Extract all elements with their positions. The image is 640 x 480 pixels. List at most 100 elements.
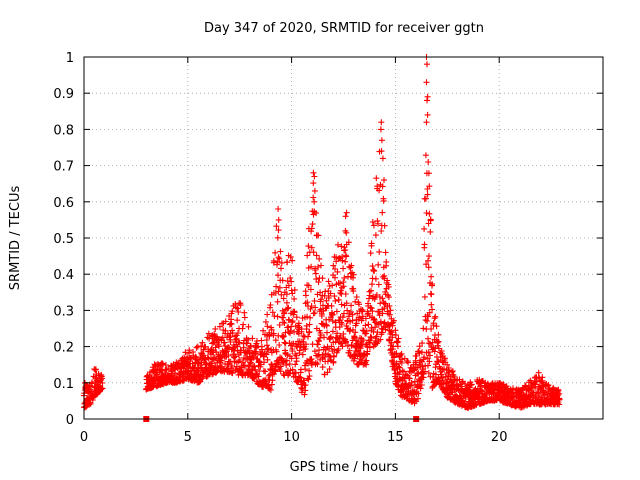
data-point <box>421 244 428 251</box>
data-point <box>293 314 300 321</box>
data-point <box>344 307 351 314</box>
data-point <box>229 362 235 369</box>
data-point <box>284 305 291 312</box>
data-point <box>284 259 291 266</box>
data-point <box>302 382 309 388</box>
data-point <box>385 283 392 290</box>
data-point <box>252 366 259 373</box>
data-point <box>221 339 228 346</box>
data-point <box>348 262 355 269</box>
data-point <box>387 307 394 314</box>
data-point <box>422 317 429 324</box>
data-point <box>268 361 275 368</box>
data-point <box>281 339 288 346</box>
data-point <box>373 333 380 340</box>
data-point <box>214 333 221 340</box>
data-point <box>353 320 360 327</box>
data-point <box>311 310 318 316</box>
data-point <box>393 360 400 367</box>
data-point <box>419 349 425 356</box>
data-point <box>420 325 427 332</box>
data-point <box>275 216 282 223</box>
data-point <box>87 400 94 407</box>
data-point <box>312 267 319 273</box>
data-point <box>318 262 324 269</box>
data-point <box>315 279 322 286</box>
data-point <box>342 291 349 297</box>
data-point <box>330 359 337 366</box>
data-point <box>350 271 357 278</box>
data-point <box>205 330 212 337</box>
data-point <box>389 346 396 352</box>
data-point <box>426 358 433 365</box>
data-point <box>272 249 279 256</box>
data-point <box>317 289 324 296</box>
data-point <box>205 355 212 362</box>
data-point <box>278 265 284 272</box>
data-point <box>321 334 327 341</box>
data-point <box>305 376 312 383</box>
data-point <box>435 338 442 345</box>
data-point <box>285 304 292 311</box>
data-point <box>424 97 430 104</box>
y-tick-label: 0.6 <box>53 196 74 211</box>
data-point <box>356 301 362 308</box>
data-point <box>368 324 375 331</box>
data-point <box>241 314 248 321</box>
data-point <box>216 323 223 330</box>
data-point <box>304 252 311 259</box>
data-point <box>195 365 202 372</box>
data-point <box>208 360 215 367</box>
data-point <box>318 311 325 318</box>
data-point <box>381 319 388 326</box>
data-point <box>428 273 435 280</box>
data-point <box>426 183 433 190</box>
data-point <box>281 320 288 326</box>
data-point <box>415 390 422 397</box>
data-point <box>429 306 435 313</box>
data-point <box>276 342 283 348</box>
data-point <box>239 359 246 366</box>
data-point <box>311 198 318 205</box>
data-point <box>255 373 262 380</box>
data-point <box>371 316 378 323</box>
data-point <box>535 369 542 376</box>
data-point <box>419 363 426 370</box>
data-point <box>319 355 326 362</box>
data-point <box>456 376 463 383</box>
data-point <box>375 261 382 268</box>
data-point <box>234 317 241 324</box>
data-point <box>247 359 254 366</box>
data-point <box>99 385 106 392</box>
data-point <box>308 263 315 270</box>
data-point <box>310 180 317 187</box>
data-point <box>258 343 265 350</box>
chart-title: Day 347 of 2020, SRMTID for receiver ggt… <box>204 21 484 36</box>
data-point <box>306 321 313 328</box>
data-point <box>369 263 376 270</box>
data-point <box>378 148 385 155</box>
data-point <box>286 361 293 367</box>
data-point <box>317 330 324 336</box>
data-point <box>232 353 239 360</box>
data-point <box>421 293 428 300</box>
data-point <box>400 368 407 375</box>
data-point <box>284 351 291 358</box>
x-tick-label: 0 <box>80 430 88 445</box>
data-point <box>328 343 335 350</box>
data-point <box>432 313 439 320</box>
data-point <box>273 348 280 355</box>
data-point <box>309 221 316 228</box>
data-point <box>233 335 240 342</box>
data-point <box>378 119 385 126</box>
data-point <box>268 381 275 388</box>
data-point <box>307 286 314 293</box>
data-point <box>281 310 288 317</box>
data-point <box>305 282 312 289</box>
data-point <box>425 159 432 165</box>
data-point <box>222 318 229 325</box>
data-point <box>272 337 279 344</box>
data-point <box>229 370 236 377</box>
data-point <box>340 283 347 290</box>
